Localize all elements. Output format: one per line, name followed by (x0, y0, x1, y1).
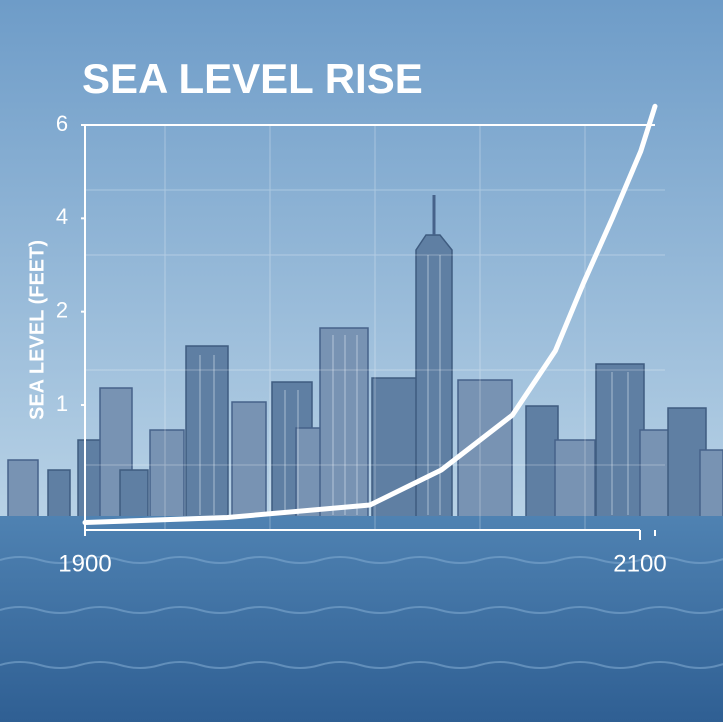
x-tick-label: 2100 (613, 550, 666, 577)
chart-title: SEA LEVEL RISE (82, 55, 423, 102)
waves (0, 556, 723, 669)
y-tick-label: 4 (56, 204, 68, 229)
sea (0, 516, 723, 722)
y-tick-label: 1 (56, 391, 68, 416)
y-axis-label: SEA LEVEL (FEET) (26, 240, 48, 420)
sea-level-line (82, 103, 658, 525)
decor-grid (85, 125, 665, 530)
y-tick-label: 6 (56, 111, 68, 136)
y-tick-label: 2 (56, 297, 68, 322)
axis-frame (84, 124, 655, 540)
x-tick-label: 1900 (58, 550, 111, 577)
